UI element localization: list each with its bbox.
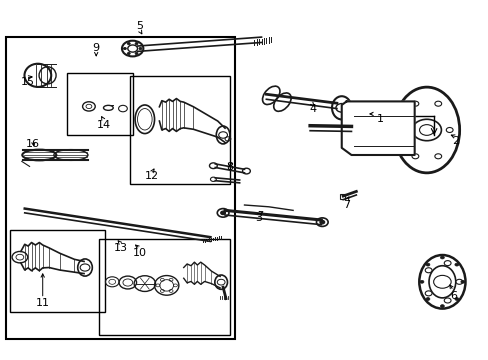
- Circle shape: [411, 154, 418, 159]
- Text: 2: 2: [451, 136, 459, 146]
- Circle shape: [443, 298, 450, 303]
- Circle shape: [443, 261, 450, 266]
- Ellipse shape: [393, 87, 459, 173]
- Bar: [99, 239, 229, 336]
- Circle shape: [411, 101, 418, 106]
- Text: 15: 15: [21, 77, 35, 87]
- Text: 16: 16: [26, 139, 40, 149]
- Bar: [10, 230, 105, 312]
- Bar: [6, 37, 234, 339]
- Text: 7: 7: [343, 200, 349, 210]
- Text: 4: 4: [308, 104, 315, 113]
- Circle shape: [400, 127, 407, 132]
- Circle shape: [454, 263, 458, 266]
- Text: 3: 3: [255, 212, 262, 222]
- Text: 14: 14: [96, 120, 110, 130]
- Circle shape: [434, 154, 441, 159]
- Circle shape: [139, 48, 142, 50]
- Circle shape: [220, 211, 225, 215]
- Text: 11: 11: [36, 298, 50, 308]
- Circle shape: [127, 42, 130, 45]
- Text: 10: 10: [133, 248, 147, 258]
- Circle shape: [425, 263, 429, 266]
- Circle shape: [425, 291, 431, 296]
- Circle shape: [135, 53, 138, 55]
- Circle shape: [454, 298, 458, 300]
- Bar: [340, 194, 345, 199]
- Circle shape: [419, 280, 423, 283]
- Circle shape: [123, 48, 126, 50]
- Circle shape: [425, 298, 429, 300]
- Circle shape: [440, 256, 444, 259]
- Circle shape: [446, 127, 452, 132]
- Ellipse shape: [418, 255, 465, 309]
- Circle shape: [135, 42, 138, 45]
- Polygon shape: [341, 102, 414, 155]
- Text: 6: 6: [449, 291, 456, 301]
- Circle shape: [440, 305, 444, 307]
- Circle shape: [455, 279, 462, 284]
- Text: 1: 1: [376, 114, 384, 124]
- Text: 13: 13: [113, 243, 127, 253]
- Text: 9: 9: [92, 43, 100, 53]
- Bar: [67, 73, 132, 135]
- Bar: [130, 76, 229, 184]
- Circle shape: [319, 220, 324, 224]
- Circle shape: [127, 53, 130, 55]
- Circle shape: [434, 101, 441, 106]
- Text: 12: 12: [145, 171, 159, 181]
- Circle shape: [425, 268, 431, 273]
- Text: 8: 8: [226, 162, 233, 172]
- Circle shape: [460, 280, 464, 283]
- Text: 5: 5: [136, 21, 143, 31]
